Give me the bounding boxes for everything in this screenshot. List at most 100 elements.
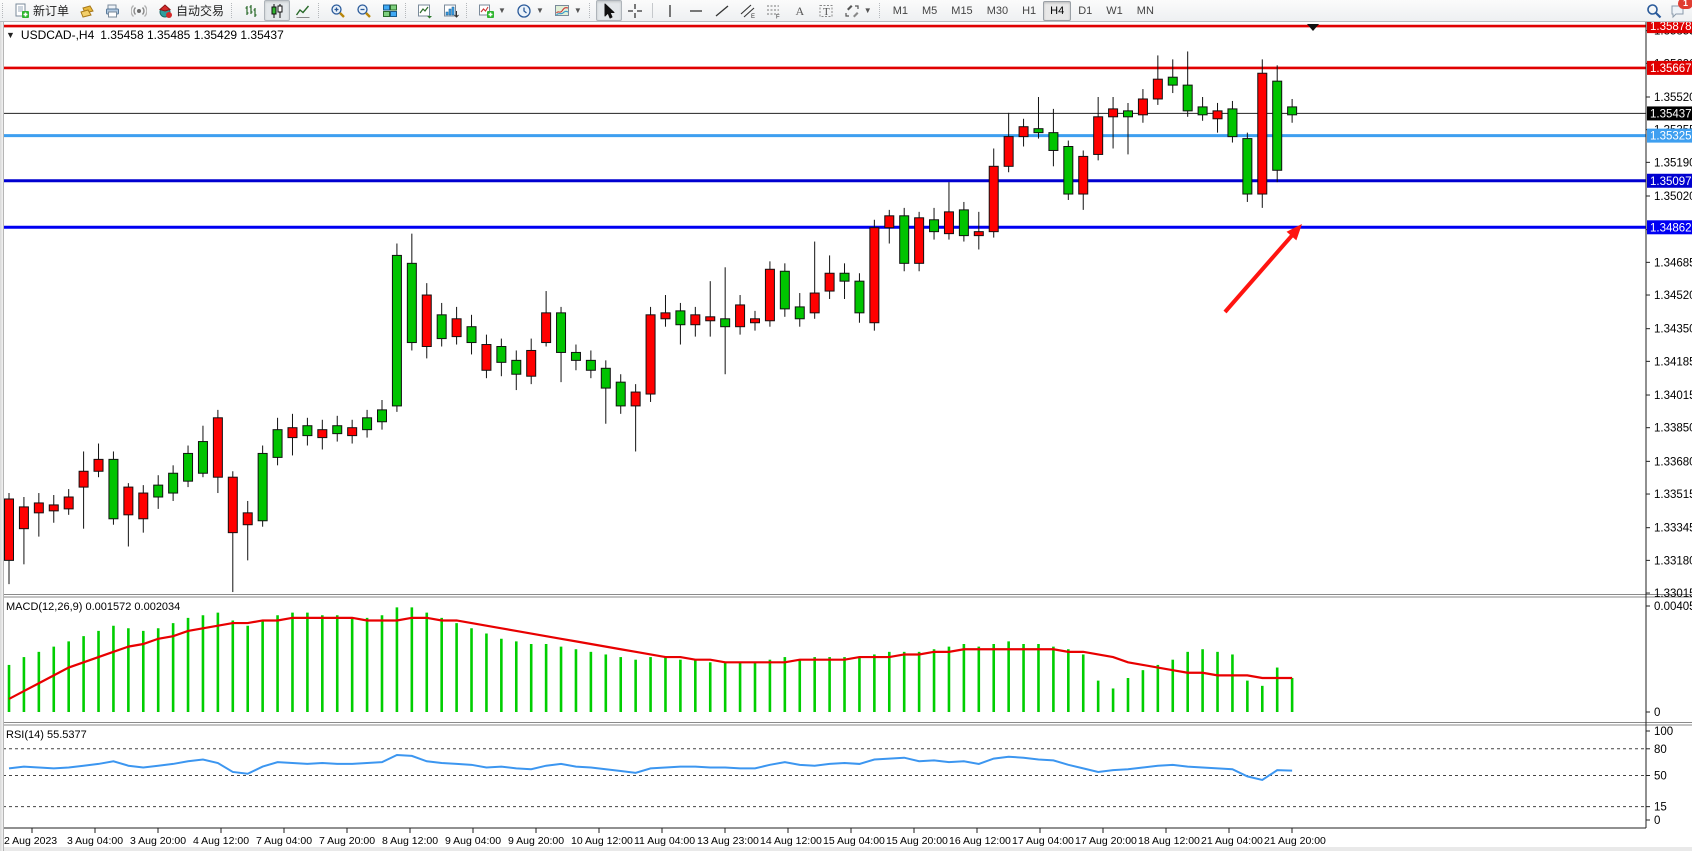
- timeframe-d1-button[interactable]: D1: [1078, 4, 1093, 17]
- search-icon[interactable]: [1646, 3, 1662, 19]
- time-label[interactable]: 7 Aug 04:00: [256, 835, 312, 847]
- timeframe-h1-button[interactable]: H1: [1022, 4, 1037, 17]
- print-preview-button[interactable]: [100, 0, 126, 21]
- candle: [750, 318, 760, 324]
- new-order-button[interactable]: 新订单: [9, 0, 74, 21]
- sep-macd-rsi[interactable]: [0, 722, 1692, 723]
- timeframe-m30-button[interactable]: M30: [986, 4, 1009, 17]
- line-chart-button[interactable]: [290, 0, 316, 21]
- time-label[interactable]: 3 Aug 20:00: [130, 835, 186, 847]
- time-label[interactable]: 13 Aug 23:00: [697, 835, 759, 847]
- time-label[interactable]: 8 Aug 12:00: [382, 835, 438, 847]
- time-label[interactable]: 9 Aug 20:00: [508, 835, 564, 847]
- time-label[interactable]: 9 Aug 04:00: [445, 835, 501, 847]
- dropdown-caret: ▼: [573, 6, 582, 15]
- candle: [899, 215, 910, 264]
- price-tick-label: 1.35020: [1654, 191, 1692, 203]
- time-label[interactable]: 21 Aug 20:00: [1264, 835, 1326, 847]
- horizontal-line-icon: [689, 9, 702, 12]
- notifications-button[interactable]: 1: [1670, 0, 1692, 19]
- red-arrow-head[interactable]: [1286, 224, 1302, 241]
- templates-button[interactable]: ▼: [549, 0, 587, 21]
- dropdown-caret: ▼: [498, 6, 506, 15]
- horizontal-line-tool-button[interactable]: [683, 0, 709, 21]
- gold-ingot-button[interactable]: [74, 0, 100, 21]
- autotrading-button[interactable]: 自动交易: [152, 0, 229, 21]
- channel-tool-button[interactable]: E: [735, 0, 761, 21]
- sep-macd-rsi[interactable]: [0, 724, 1692, 726]
- macd-scale-label: 0: [1654, 707, 1660, 719]
- indicator-window-button[interactable]: [438, 0, 464, 21]
- svg-text:T: T: [823, 6, 830, 18]
- candle: [914, 217, 925, 264]
- zoom-in-button[interactable]: [325, 0, 351, 21]
- svg-text:E: E: [751, 14, 755, 19]
- one-click-collapse-icon[interactable]: ▼: [6, 30, 15, 40]
- time-label[interactable]: 2 Aug 2023: [4, 835, 57, 847]
- arrows-tool-button[interactable]: ▼: [839, 0, 877, 21]
- time-label[interactable]: 4 Aug 12:00: [193, 835, 249, 847]
- time-label[interactable]: 21 Aug 04:00: [1201, 835, 1263, 847]
- signals-button[interactable]: [126, 0, 152, 21]
- candle: [4, 498, 14, 561]
- price-badge: [1647, 173, 1692, 188]
- crosshair-tool-button[interactable]: [622, 0, 648, 21]
- macd-indicator-label: MACD(12,26,9) 0.001572 0.002034: [6, 601, 181, 613]
- candle: [302, 425, 313, 437]
- time-label[interactable]: 15 Aug 20:00: [886, 835, 948, 847]
- time-label[interactable]: 11 Aug 04:00: [634, 835, 695, 847]
- price-tick-label: 1.34185: [1654, 356, 1692, 368]
- shift-marker-icon[interactable]: [1307, 24, 1319, 31]
- candle: [481, 344, 492, 371]
- timeframe-w1-button[interactable]: W1: [1106, 4, 1123, 17]
- vertical-line-tool-button[interactable]: [657, 0, 683, 21]
- time-label[interactable]: 18 Aug 12:00: [1138, 835, 1200, 847]
- periods-button[interactable]: ▼: [511, 0, 549, 21]
- price-tick-label: 1.35520: [1654, 92, 1692, 104]
- time-label[interactable]: 17 Aug 20:00: [1075, 835, 1137, 847]
- tile-windows-button[interactable]: [377, 0, 403, 21]
- timeframe-h4-button[interactable]: H4: [1043, 0, 1072, 21]
- timeframe-m15-button[interactable]: M15: [951, 4, 973, 17]
- chart-canvas[interactable]: 1.358551.356901.355201.353551.351901.350…: [0, 22, 1692, 851]
- indicators-button[interactable]: [412, 0, 438, 21]
- time-label[interactable]: 3 Aug 04:00: [67, 835, 123, 847]
- bar-chart-button[interactable]: [238, 0, 264, 21]
- candle: [257, 452, 268, 522]
- trendline-tool-button[interactable]: [709, 0, 735, 21]
- red-arrow-shaft[interactable]: [1223, 228, 1299, 314]
- candle: [362, 417, 373, 431]
- candle: [1197, 106, 1208, 116]
- label-tool-button[interactable]: T: [813, 0, 839, 21]
- ohlc-values: 1.35458 1.35485 1.35429 1.35437: [100, 28, 284, 42]
- new-chart-button[interactable]: ▼: [473, 0, 511, 21]
- fibonacci-icon: F: [766, 5, 780, 19]
- cursor-tool-button[interactable]: [595, 0, 622, 21]
- zoom-out-button[interactable]: [351, 0, 377, 21]
- timeframe-m5-button[interactable]: M5: [922, 4, 938, 17]
- time-label[interactable]: 10 Aug 12:00: [571, 835, 633, 847]
- time-label[interactable]: 14 Aug 12:00: [760, 835, 822, 847]
- autotrading-icon: [159, 3, 173, 18]
- fibonacci-tool-button[interactable]: F: [761, 0, 787, 21]
- indicator-window-icon: [444, 4, 459, 18]
- candlestick-chart-button[interactable]: [264, 0, 291, 21]
- candle: [854, 280, 865, 314]
- sep-main-macd[interactable]: [0, 594, 1692, 595]
- candle: [33, 502, 44, 514]
- price-badge: [1647, 22, 1692, 34]
- sep-main-macd[interactable]: [0, 596, 1692, 598]
- zoom-in-icon: [331, 3, 345, 18]
- time-label[interactable]: 17 Aug 04:00: [1012, 835, 1074, 847]
- text-tool-button[interactable]: A: [787, 0, 813, 21]
- price-tick-label: 1.33180: [1654, 555, 1692, 567]
- time-label[interactable]: 15 Aug 04:00: [823, 835, 885, 847]
- price-tick-label: 1.33015: [1654, 588, 1692, 600]
- svg-text:F: F: [776, 14, 780, 19]
- time-label[interactable]: 16 Aug 12:00: [949, 835, 1011, 847]
- timeframe-m1-button[interactable]: M1: [892, 4, 908, 17]
- rsi-indicator-label: RSI(14) 55.5377: [6, 729, 87, 741]
- time-label[interactable]: 7 Aug 20:00: [319, 835, 375, 847]
- timeframe-mn-button[interactable]: MN: [1136, 4, 1154, 17]
- candle: [287, 427, 298, 439]
